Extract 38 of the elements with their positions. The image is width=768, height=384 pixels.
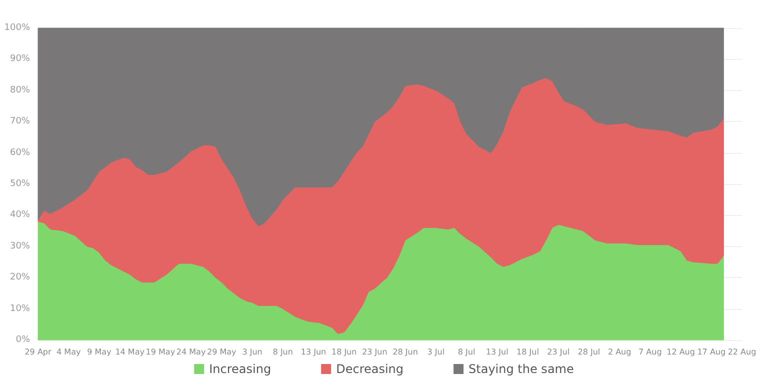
x-tick-label: 3 Jul — [427, 348, 445, 356]
y-tick-label: 0% — [16, 335, 30, 345]
x-tick-label: 12 Aug — [666, 348, 695, 356]
x-tick-label: 8 Jun — [272, 348, 293, 356]
y-tick-label: 100% — [4, 23, 30, 33]
x-tick-label: 23 Jun — [362, 348, 388, 356]
x-tick-label: 13 Jun — [300, 348, 326, 356]
x-tick-label: 22 Aug — [728, 348, 756, 356]
x-tick-label: 14 May — [115, 348, 145, 356]
x-tick-label: 24 May — [176, 348, 206, 356]
y-tick-label: 10% — [10, 304, 30, 314]
y-tick-label: 70% — [10, 116, 30, 127]
x-tick-label: 28 Jun — [392, 348, 418, 356]
y-tick-label: 50% — [10, 179, 30, 189]
y-tick-label: 20% — [10, 272, 30, 283]
x-tick-label: 29 Apr — [24, 348, 52, 356]
x-tick-label: 9 May — [87, 348, 112, 356]
y-tick-label: 80% — [10, 85, 30, 96]
x-tick-label: 19 May — [146, 348, 176, 356]
x-tick-label: 17 Aug — [697, 348, 726, 356]
legend-label: Staying the same — [468, 362, 574, 376]
x-tick-label: 7 Aug — [638, 348, 662, 356]
legend-label: Increasing — [209, 362, 272, 376]
x-tick-label: 23 Jul — [547, 348, 570, 356]
x-tick-label: 29 May — [207, 348, 237, 356]
x-tick-label: 3 Jun — [242, 348, 262, 356]
y-tick-label: 90% — [10, 54, 30, 64]
x-tick-label: 13 Jul — [486, 348, 508, 356]
x-tick-label: 28 Jul — [578, 348, 600, 356]
x-tick-label: 8 Jul — [458, 348, 476, 356]
y-tick-label: 30% — [10, 241, 30, 252]
y-tick-label: 60% — [10, 148, 30, 158]
x-tick-label: 4 May — [56, 348, 81, 356]
legend-label: Decreasing — [336, 362, 404, 376]
x-tick-label: 18 Jun — [331, 348, 357, 356]
x-tick-label: 18 Jul — [516, 348, 539, 356]
x-tick-label: 2 Aug — [608, 348, 632, 356]
y-tick-label: 40% — [10, 210, 30, 220]
